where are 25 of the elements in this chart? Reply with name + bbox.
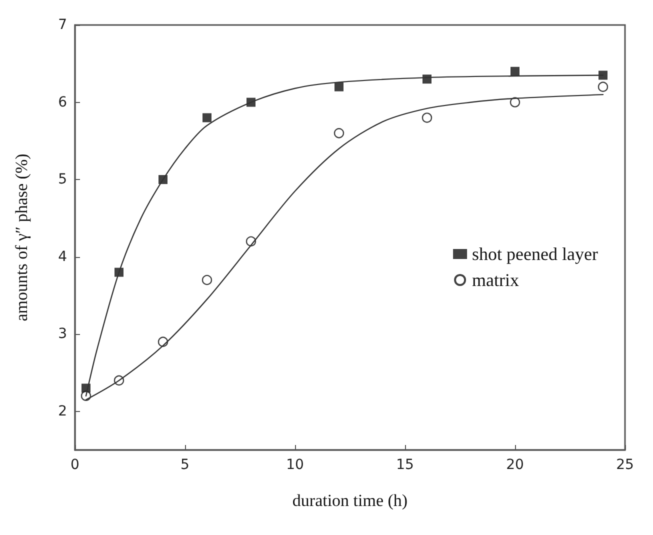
point [202,274,212,286]
y-tick-label: 7 [58,17,67,33]
y-tick-label: 3 [58,326,67,342]
legend-label: shot peened layer [472,244,598,264]
y-tick-label: 2 [58,403,67,420]
x-tick-label: 0 [70,457,80,473]
point [510,97,520,108]
x-tick-label: 10 [286,457,304,473]
point [510,66,520,76]
point [598,82,608,92]
x-tick-label: 25 [616,457,634,473]
y-axis-title: amounts of γ″ phase (%) [12,154,31,322]
x-tick-label: 5 [180,457,190,473]
point [334,82,344,92]
x-axis-title: duration time (h) [292,491,408,510]
point [598,70,608,80]
point [422,112,432,123]
point [202,113,212,122]
y-tick-label: 6 [58,94,68,110]
x-tick-label: 15 [396,457,414,473]
point [334,128,344,138]
y-tick-label: 5 [58,172,67,188]
y-tick-label: 4 [58,248,68,265]
legend-label: matrix [472,270,520,290]
x-tick-label: 20 [506,457,524,473]
